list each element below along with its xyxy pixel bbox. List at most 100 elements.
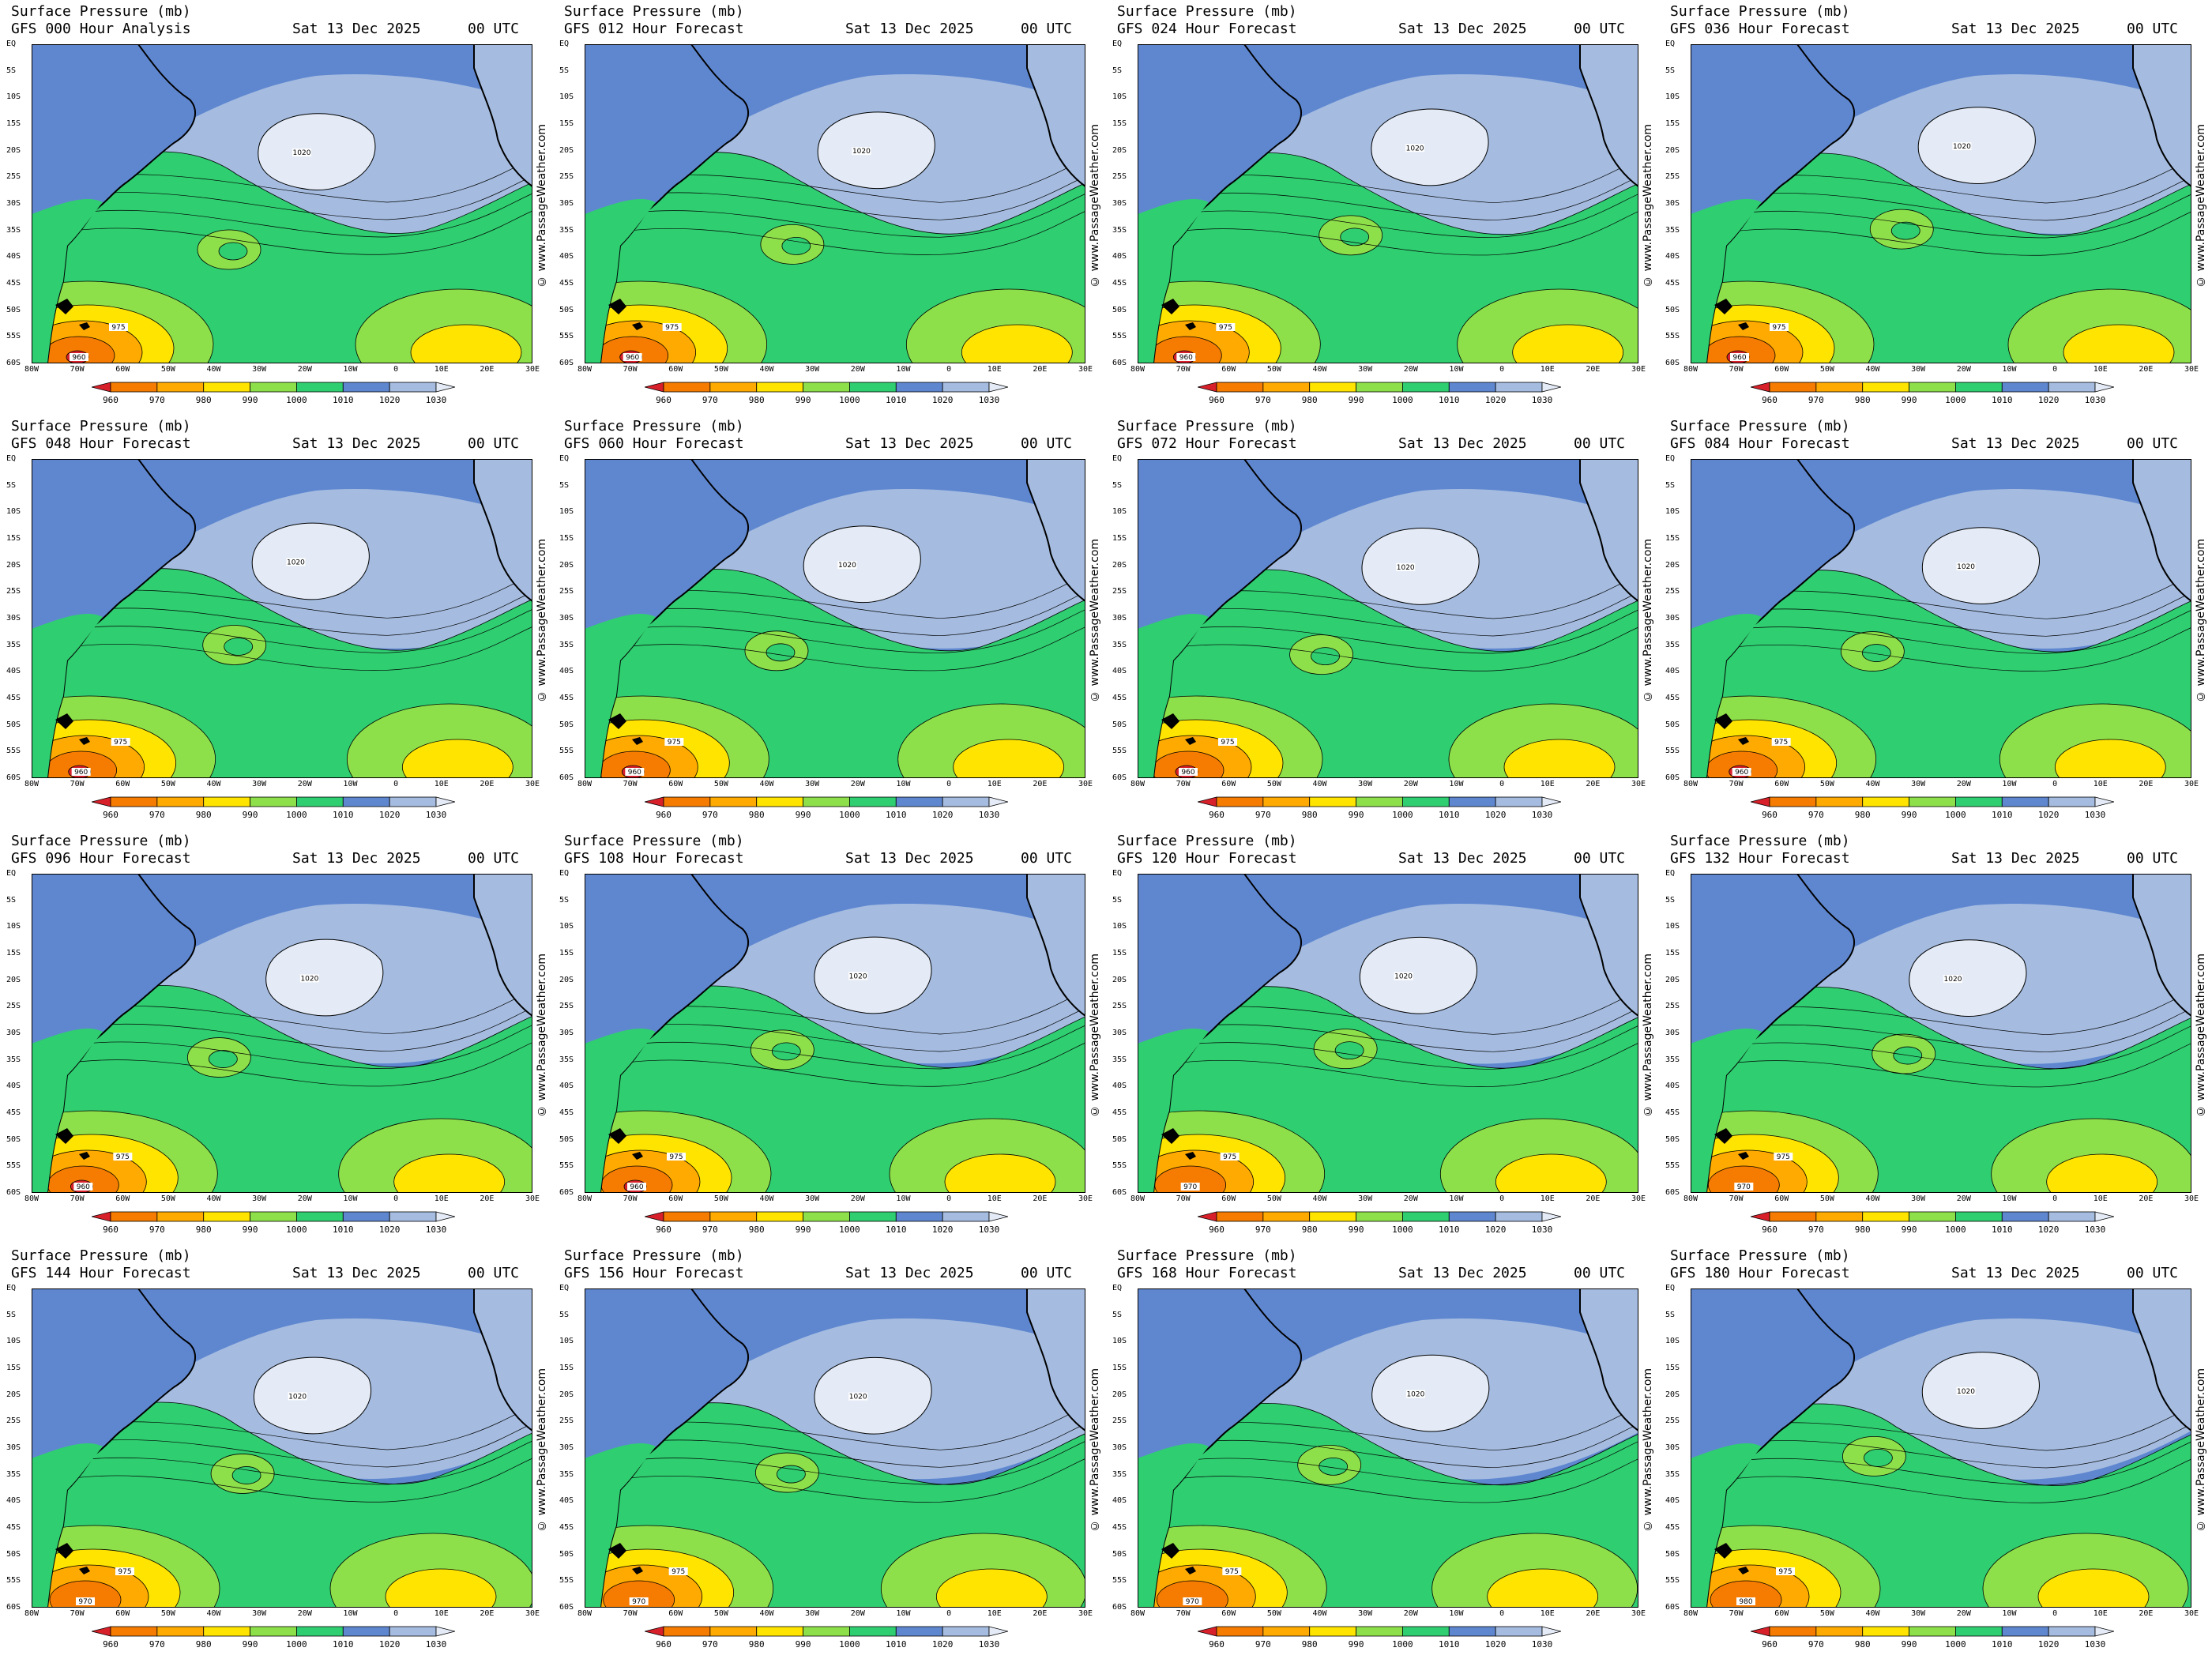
low-contour-label: 975 bbox=[1219, 324, 1232, 332]
longitude-label: 70W bbox=[623, 1194, 638, 1203]
latitude-label: 45S bbox=[559, 694, 574, 702]
pressure-map: 1020 980 975 bbox=[1691, 1288, 2191, 1608]
watermark: © www.PassageWeather.com bbox=[1642, 538, 1654, 702]
latitude-label: 20S bbox=[6, 1390, 21, 1399]
latitude-label: 45S bbox=[1665, 279, 1680, 288]
low-contour-label: 975 bbox=[672, 1568, 685, 1576]
latitude-label: EQ bbox=[559, 454, 570, 463]
latitude-label: 10S bbox=[1112, 92, 1127, 102]
run-time: 00 UTC bbox=[468, 21, 520, 37]
colorbar-tick-label: 1000 bbox=[839, 810, 860, 820]
longitude-label: 30W bbox=[1358, 780, 1373, 788]
latitude-label: 55S bbox=[559, 747, 574, 756]
longitude-label: 30E bbox=[2184, 1194, 2199, 1203]
latitude-label: 30S bbox=[1665, 199, 1680, 208]
forecast-hour-label: GFS 168 Hour Forecast bbox=[1117, 1265, 1297, 1281]
pressure-colorbar bbox=[1750, 1210, 2115, 1223]
latitude-label: 60S bbox=[1665, 359, 1680, 367]
longitude-label: 50W bbox=[160, 1194, 175, 1203]
map-frame: 1020 960 975 bbox=[585, 874, 1085, 1193]
longitude-label: 20W bbox=[1956, 780, 1971, 788]
longitude-label: 40W bbox=[1312, 1194, 1327, 1203]
longitude-label: 50W bbox=[160, 365, 175, 374]
longitude-label: 60W bbox=[1774, 365, 1789, 374]
longitude-label: 20E bbox=[480, 1609, 495, 1618]
longitude-label: 70W bbox=[1729, 1609, 1744, 1618]
longitude-label: 10W bbox=[343, 780, 358, 788]
longitude-label: 30E bbox=[1078, 1194, 1093, 1203]
longitude-label: 10E bbox=[434, 1609, 449, 1618]
longitude-label: 20E bbox=[2139, 1609, 2154, 1618]
colorbar-tick-label: 990 bbox=[242, 1639, 258, 1650]
latitude-label: 5S bbox=[1112, 895, 1123, 905]
high-center-label: 1020 bbox=[849, 972, 867, 980]
colorbar-tick-label: 990 bbox=[242, 1224, 258, 1235]
colorbar-tick-label: 1010 bbox=[1992, 1639, 2013, 1650]
africa-landmass bbox=[2132, 44, 2191, 188]
latitude-label: 10S bbox=[559, 92, 574, 102]
latitude-label: EQ bbox=[559, 40, 570, 48]
colorbar-tick-label: 960 bbox=[103, 1224, 118, 1235]
colorbar-tick-label: 960 bbox=[656, 1224, 672, 1235]
latitude-label: 55S bbox=[1112, 747, 1127, 756]
map-frame: 1020 960 975 bbox=[1691, 44, 2191, 363]
latitude-label: 20S bbox=[1665, 975, 1680, 984]
south-america-landmass bbox=[585, 1288, 750, 1608]
colorbar-tick-label: 990 bbox=[795, 1224, 811, 1235]
latitude-label: 55S bbox=[6, 1161, 21, 1171]
map-frame: 1020 970 975 bbox=[1691, 874, 2191, 1193]
chart-title: Surface Pressure (mb) bbox=[564, 418, 744, 434]
colorbar-tick-label: 1000 bbox=[1945, 395, 1966, 405]
longitude-label: 80W bbox=[1683, 1609, 1698, 1618]
africa-landmass bbox=[1579, 1288, 1638, 1432]
longitude-label: 10W bbox=[1449, 1609, 1464, 1618]
islands bbox=[1714, 1128, 1749, 1160]
colorbar-tick-label: 1020 bbox=[378, 1224, 401, 1235]
longitude-label: 70W bbox=[623, 365, 638, 374]
longitude-label: 0 bbox=[393, 1609, 399, 1618]
colorbar-tick-label: 990 bbox=[795, 1639, 811, 1650]
longitude-label: 30E bbox=[2184, 365, 2199, 374]
pressure-colorbar bbox=[1750, 1625, 2115, 1638]
latitude-label: 55S bbox=[1665, 332, 1680, 341]
run-date: Sat 13 Dec 2025 bbox=[292, 435, 421, 452]
colorbar-tick-label: 980 bbox=[748, 1639, 765, 1650]
africa-landmass bbox=[1026, 1288, 1085, 1432]
longitude-label: 30E bbox=[525, 1609, 540, 1618]
south-america-landmass bbox=[32, 459, 197, 778]
longitude-label: 80W bbox=[577, 1194, 592, 1203]
latitude-label: 50S bbox=[559, 720, 574, 729]
latitude-label: 30S bbox=[6, 614, 21, 623]
latitude-label: 55S bbox=[1665, 1576, 1680, 1586]
longitude-label: 70W bbox=[70, 780, 85, 788]
colorbar-tick-label: 1030 bbox=[978, 1639, 1000, 1650]
latitude-label: 40S bbox=[6, 667, 21, 676]
pressure-map: 1020 960 975 bbox=[32, 44, 532, 363]
longitude-label: 80W bbox=[24, 365, 40, 374]
longitude-label: 0 bbox=[2052, 780, 2058, 788]
pressure-colorbar bbox=[1197, 1625, 1562, 1638]
low-contour-label: 975 bbox=[116, 1153, 130, 1161]
high-center-label: 1020 bbox=[1394, 973, 1413, 981]
longitude-label: 10E bbox=[987, 1609, 1002, 1618]
colorbar-tick-label: 1000 bbox=[1945, 810, 1966, 820]
latitude-label: 35S bbox=[559, 225, 574, 235]
colorbar-tick-label: 1000 bbox=[286, 395, 307, 405]
high-center-label: 1020 bbox=[293, 149, 311, 157]
run-time: 00 UTC bbox=[1574, 850, 1626, 867]
latitude-label: 50S bbox=[559, 305, 574, 314]
pressure-colorbar bbox=[644, 1625, 1009, 1638]
longitude-label: 30W bbox=[252, 365, 267, 374]
low-core-label: 960 bbox=[1735, 769, 1748, 777]
latitude-label: 30S bbox=[1112, 614, 1127, 623]
watermark: © www.PassageWeather.com bbox=[2195, 123, 2207, 288]
colorbar-tick-label: 980 bbox=[1854, 1224, 1871, 1235]
colorbar-tick-label: 980 bbox=[1854, 395, 1871, 405]
latitude-label: 40S bbox=[6, 1496, 21, 1506]
south-america-landmass bbox=[1691, 44, 1856, 363]
high-pressure-cell bbox=[1921, 1352, 2040, 1429]
latitude-label: 5S bbox=[559, 895, 570, 905]
latitude-label: 55S bbox=[559, 1576, 574, 1586]
panel-header: GFS 144 Hour Forecast Sat 13 Dec 2025 00 U… bbox=[11, 1265, 542, 1282]
longitude-label: 20E bbox=[480, 780, 495, 788]
